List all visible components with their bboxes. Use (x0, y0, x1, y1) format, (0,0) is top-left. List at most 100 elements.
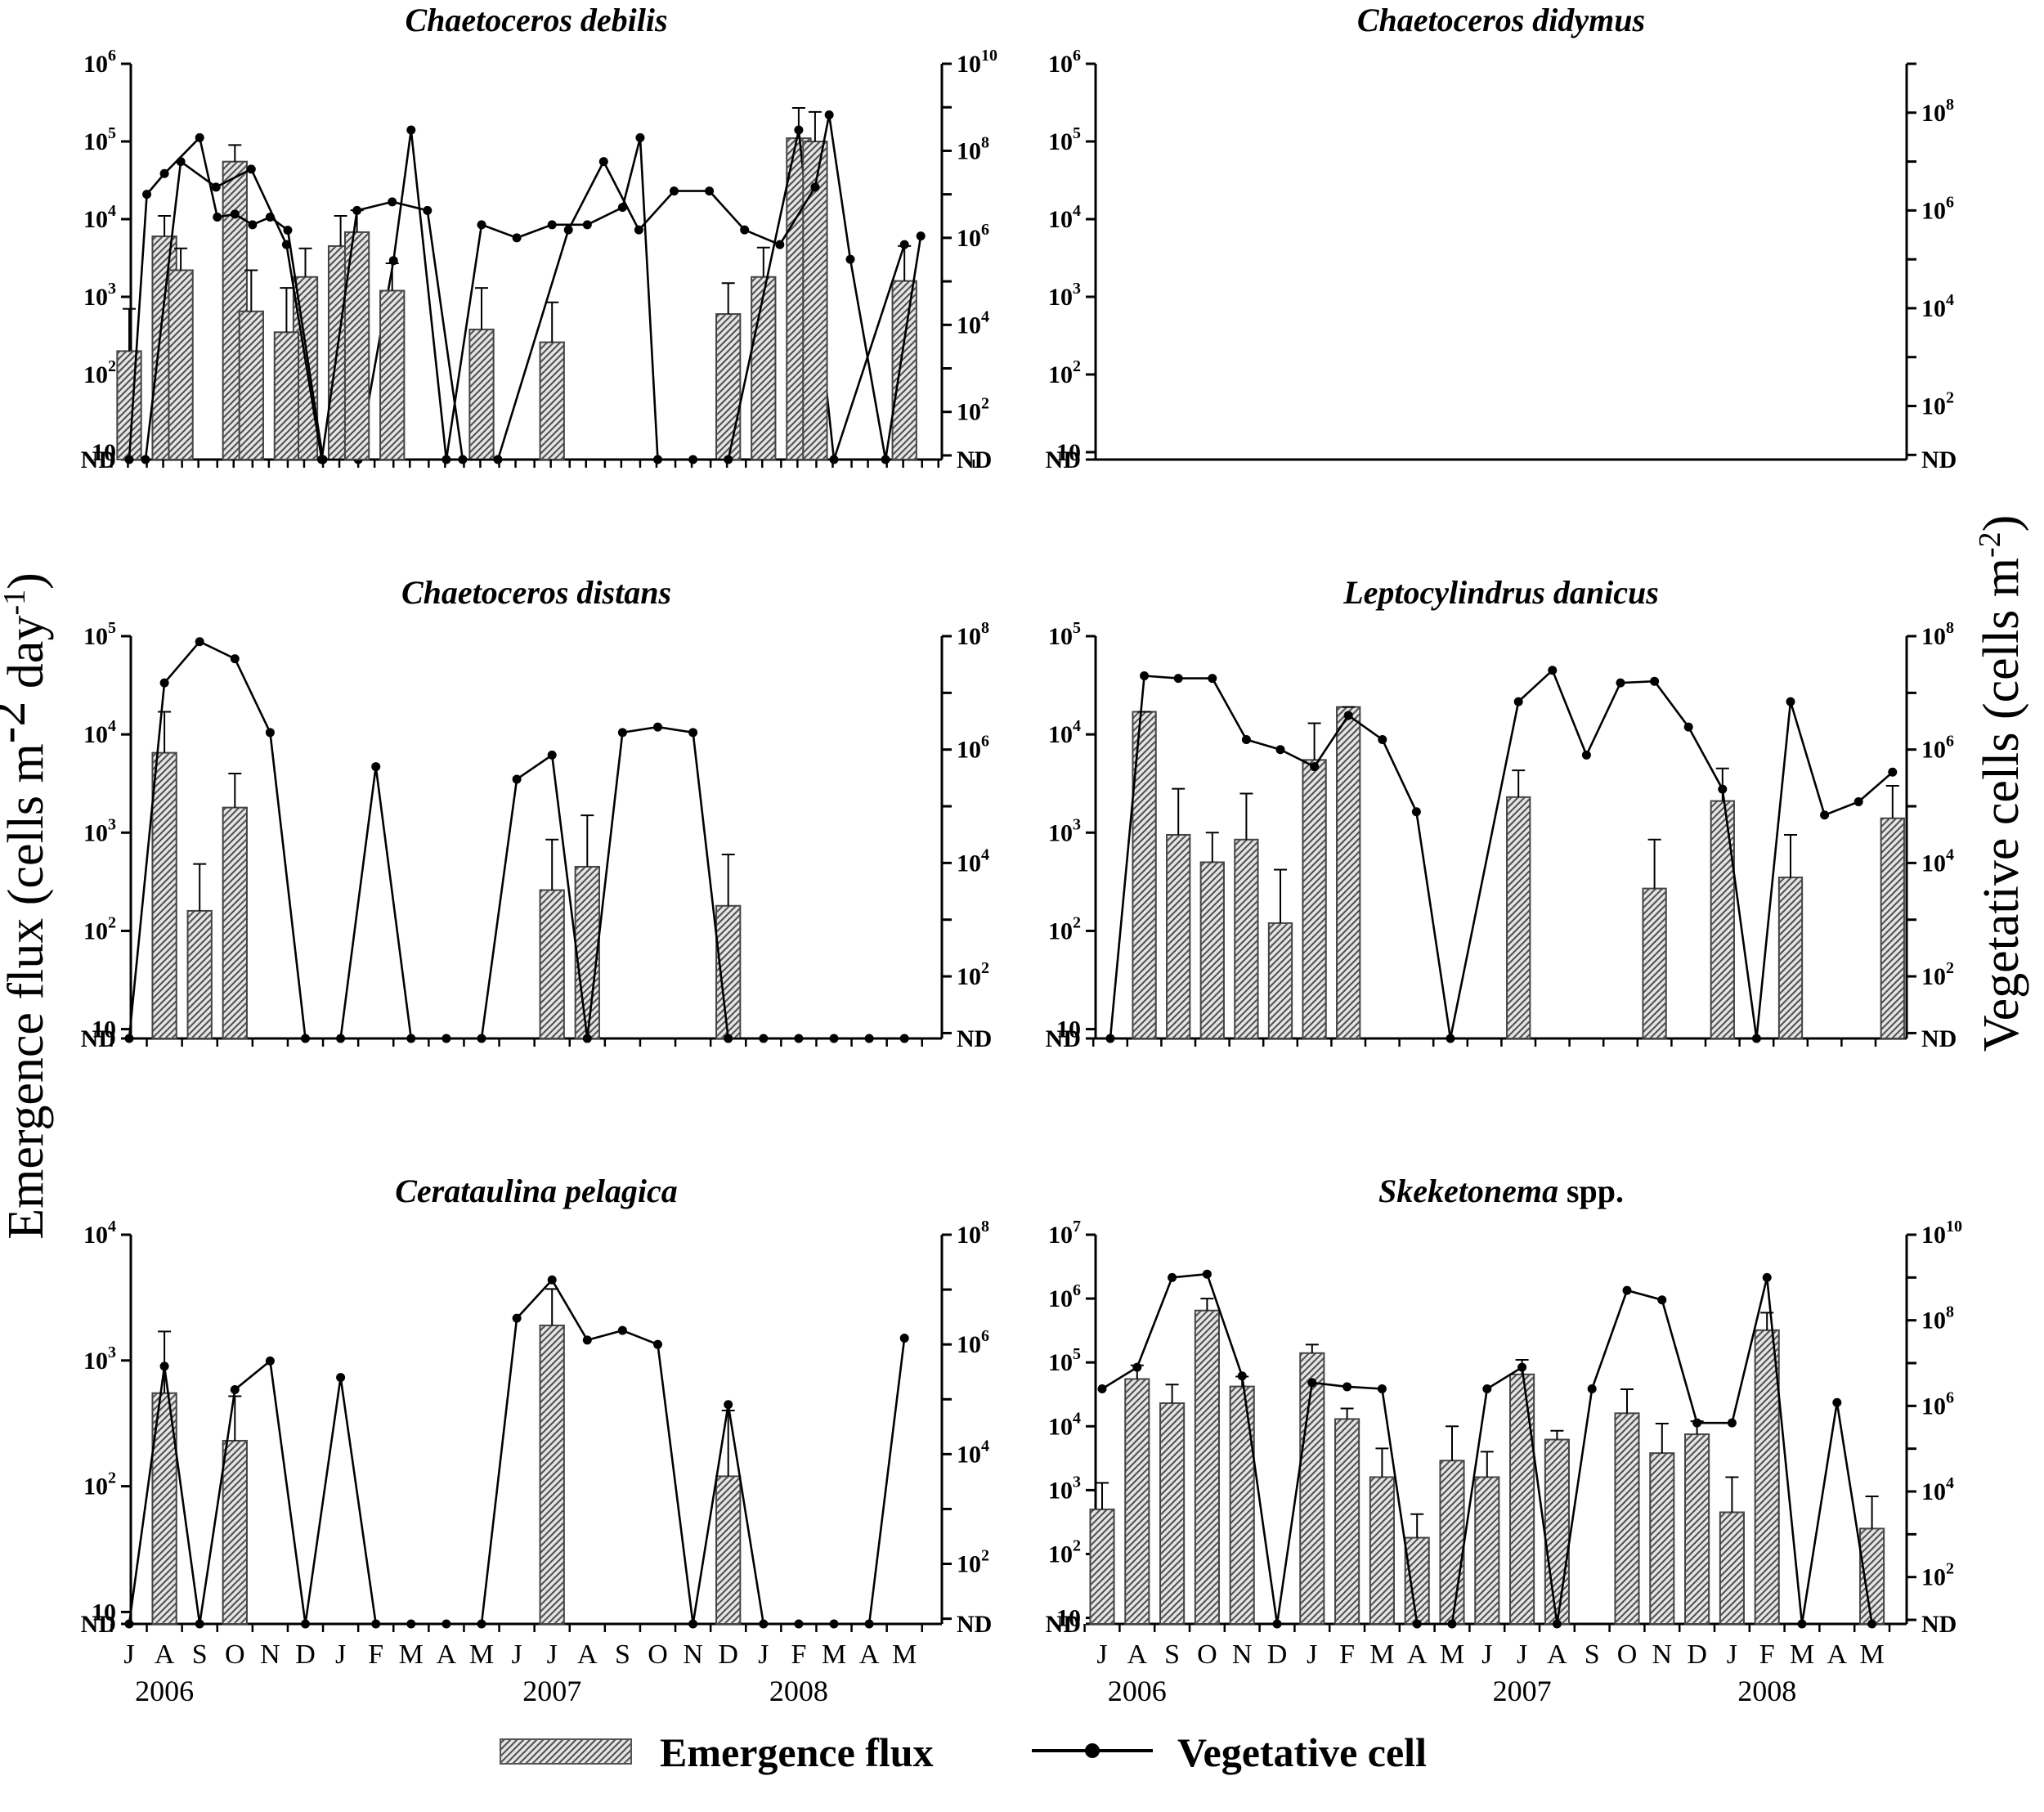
left-tick-label: 104 (1048, 717, 1081, 748)
panel-title: Chaetoceros debilis (405, 2, 667, 38)
vegetative-point (547, 1275, 557, 1285)
vegetative-point (317, 455, 326, 464)
panel-1: Chaetoceros debilisND10102103104105106ND… (81, 2, 997, 473)
vegetative-point (248, 220, 258, 230)
vegetative-point (582, 220, 592, 230)
legend-line-marker (1085, 1743, 1100, 1758)
vegetative-point (1310, 762, 1320, 772)
vegetative-point (547, 750, 557, 760)
month-label: D (718, 1639, 738, 1670)
vegetative-line (1109, 668, 1894, 1039)
vegetative-point (1820, 810, 1830, 820)
emergence-bar (751, 276, 777, 461)
left-tick-label: 105 (1048, 619, 1081, 650)
vegetative-point (336, 1034, 346, 1043)
y-axis-label-right: Vegetative cells (cells m-2) (1973, 515, 2029, 1052)
vegetative-point (1517, 1362, 1527, 1372)
vegetative-point (1411, 807, 1421, 817)
vegetative-point (176, 157, 186, 167)
vegetative-point (635, 132, 645, 142)
emergence-bar (1166, 833, 1191, 1040)
right-tick-label: 106 (957, 1327, 989, 1358)
vegetative-point (1412, 1619, 1422, 1629)
emergence-bar (1614, 1412, 1640, 1625)
vegetative-point (301, 1619, 310, 1629)
emergence-bar (1229, 1385, 1255, 1625)
vegetative-point (1762, 1272, 1772, 1282)
left-tick-label: 105 (1048, 1345, 1081, 1376)
emergence-bar (1474, 1476, 1500, 1625)
left-tick-label: 104 (83, 1218, 116, 1249)
month-label: O (225, 1639, 245, 1670)
right-tick-label: 106 (957, 733, 989, 764)
emergence-bar (891, 280, 917, 460)
legend-bar-label: Emergence flux (660, 1729, 934, 1775)
right-tick-label: 104 (957, 307, 989, 339)
emergence-bar (1509, 1373, 1535, 1625)
vegetative-point (442, 455, 451, 464)
vegetative-point (406, 1034, 416, 1043)
vegetative-point (881, 455, 890, 464)
left-tick-label: ND (81, 1025, 116, 1052)
emergence-bar (1159, 1402, 1186, 1626)
year-label: 2007 (1493, 1675, 1552, 1707)
vegetative-point (512, 774, 522, 784)
vegetative-point (1168, 1272, 1177, 1282)
month-label: O (1617, 1639, 1638, 1670)
right-tick-label: 108 (957, 619, 989, 650)
month-label: S (192, 1639, 208, 1670)
vegetative-point (265, 728, 275, 738)
emergence-bar (151, 751, 177, 1039)
vegetative-point (230, 1384, 240, 1394)
month-label: D (1687, 1639, 1707, 1670)
month-label: J (1517, 1639, 1527, 1670)
vegetative-point (899, 1034, 909, 1043)
vegetative-point (1692, 1418, 1702, 1428)
vegetative-point (1587, 1384, 1597, 1394)
panel-2: Chaetoceros didymusND10102103104105106ND… (127, 2, 1957, 473)
emergence-bar (1880, 817, 1905, 1039)
year-label: 2008 (1737, 1675, 1796, 1707)
right-tick-label: 108 (957, 133, 989, 164)
left-tick-label: 104 (83, 202, 116, 233)
vegetative-point (1307, 1378, 1317, 1388)
emergence-bar (238, 310, 264, 460)
month-label: S (615, 1639, 630, 1670)
left-tick-label: 10 (1056, 439, 1081, 466)
emergence-bar (1642, 887, 1667, 1039)
vegetative-point (371, 1619, 381, 1629)
left-tick-label: ND (1046, 446, 1081, 473)
vegetative-point (1888, 767, 1898, 777)
legend-line-label: Vegetative cell (1177, 1729, 1427, 1775)
vegetative-point (1105, 1034, 1115, 1043)
month-label: N (683, 1639, 703, 1670)
emergence-bar (468, 328, 495, 460)
vegetative-point (493, 455, 503, 464)
left-tick-label: ND (81, 1611, 116, 1638)
emergence-bar (1719, 1511, 1745, 1626)
emergence-bar (1777, 877, 1804, 1039)
vegetative-point (1786, 697, 1795, 706)
left-tick-label: 102 (83, 357, 116, 388)
vegetative-point (724, 455, 733, 464)
right-tick-label: ND (1921, 1611, 1957, 1638)
left-tick-label: 102 (83, 1469, 116, 1500)
emergence-bar (539, 889, 565, 1039)
left-tick-label: 106 (1048, 47, 1081, 78)
emergence-bar (222, 806, 248, 1039)
emergence-bar (1439, 1460, 1465, 1625)
right-tick-label: 102 (957, 1547, 989, 1578)
vegetative-point (406, 125, 416, 135)
left-tick-label: ND (81, 446, 116, 473)
vegetative-point (406, 1619, 416, 1629)
month-label: F (1759, 1639, 1775, 1670)
emergence-bar (1194, 1309, 1220, 1625)
month-label: A (1547, 1639, 1567, 1670)
vegetative-point (688, 1619, 698, 1629)
right-tick-label: 102 (1921, 389, 1954, 420)
month-label: A (1407, 1639, 1428, 1670)
emergence-bar (168, 269, 194, 461)
month-label: D (1267, 1639, 1288, 1670)
left-tick-label: 104 (1048, 202, 1081, 233)
vegetative-point (265, 1356, 275, 1366)
